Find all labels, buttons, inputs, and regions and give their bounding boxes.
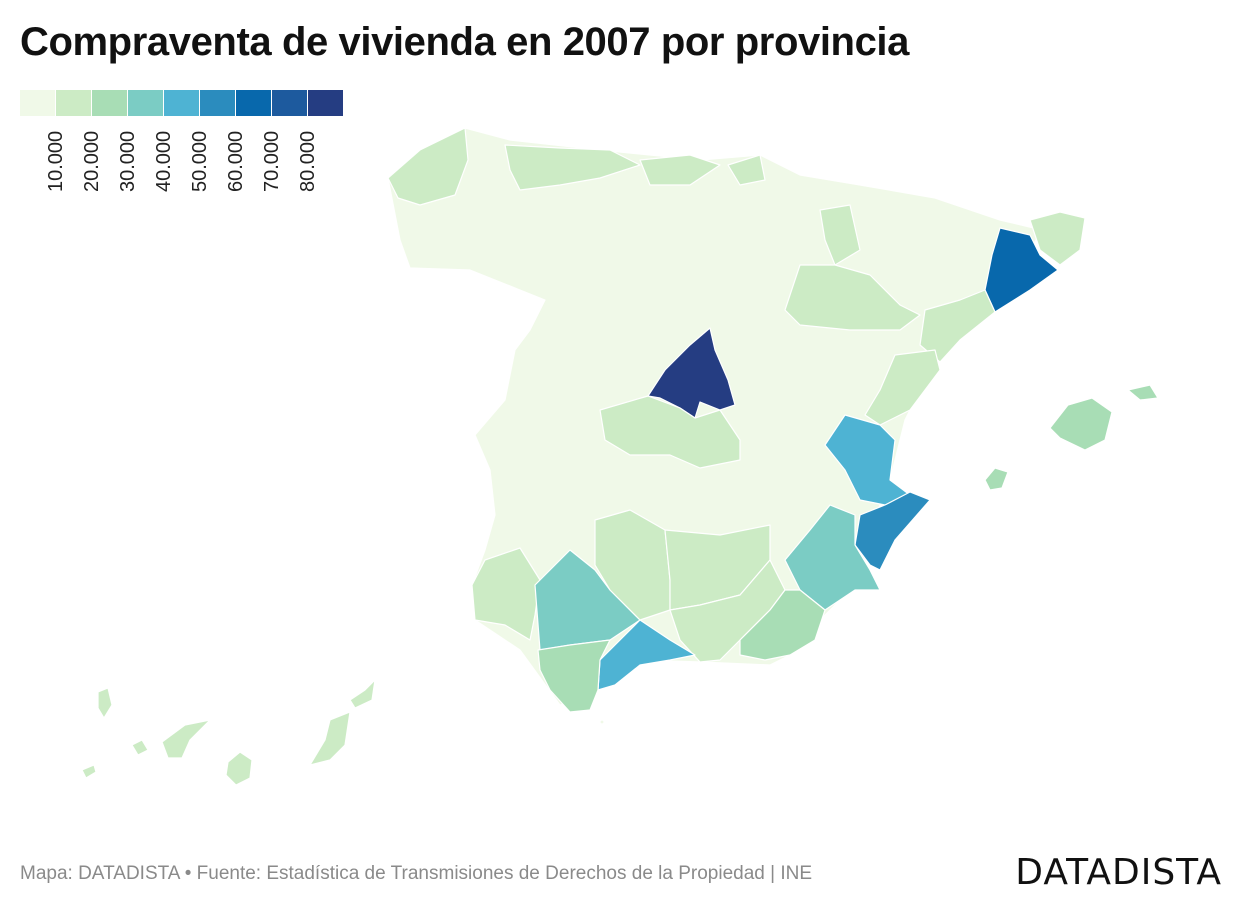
region-la-gomera (131, 739, 149, 756)
region-tarragona (919, 289, 996, 363)
legend-swatch-0 (20, 90, 55, 116)
region-vizcaya (727, 154, 766, 186)
region-castellon (864, 349, 941, 426)
region-menorca (1127, 384, 1159, 401)
legend-swatches (20, 90, 344, 116)
legend-swatch-4 (164, 90, 199, 116)
legend-swatch-5 (200, 90, 235, 116)
map-title: Compraventa de vivienda en 2007 por prov… (20, 20, 909, 64)
region-malaga (597, 619, 696, 691)
legend-swatch-1 (56, 90, 91, 116)
region-almeria (739, 589, 826, 661)
region-barcelona (984, 227, 1059, 313)
region-gran-canaria (225, 751, 253, 786)
ceuta-marker (599, 719, 605, 725)
region-lanzarote (349, 679, 376, 709)
region-el-hierro (81, 764, 97, 779)
region-ibiza (984, 467, 1009, 491)
color-legend: 10.000 20.000 30.000 40.000 50.000 60.000 70.0… (20, 90, 344, 192)
region-girona (1029, 211, 1086, 266)
region-cantabria (639, 154, 721, 186)
legend-swatch-6 (236, 90, 271, 116)
source-caption: Mapa: DATADISTA • Fuente: Estadística de… (20, 863, 813, 884)
region-toledo (599, 395, 741, 469)
region-huelva (471, 547, 541, 641)
region-fuerteventura (309, 711, 351, 766)
region-mallorca (1049, 397, 1113, 451)
region-murcia (784, 504, 881, 611)
region-navarra (819, 204, 861, 266)
brand-logo: DATADISTA (1015, 852, 1222, 893)
legend-swatch-2 (92, 90, 127, 116)
legend-swatch-8 (308, 90, 343, 116)
region-tenerife (161, 719, 211, 759)
legend-swatch-3 (128, 90, 163, 116)
region-zaragoza (784, 264, 921, 331)
region-alicante (854, 491, 931, 571)
region-cadiz (537, 639, 611, 713)
region-a-coruna (387, 127, 469, 206)
legend-swatch-7 (272, 90, 307, 116)
region-asturias (504, 144, 641, 191)
region-la-palma (97, 687, 113, 719)
